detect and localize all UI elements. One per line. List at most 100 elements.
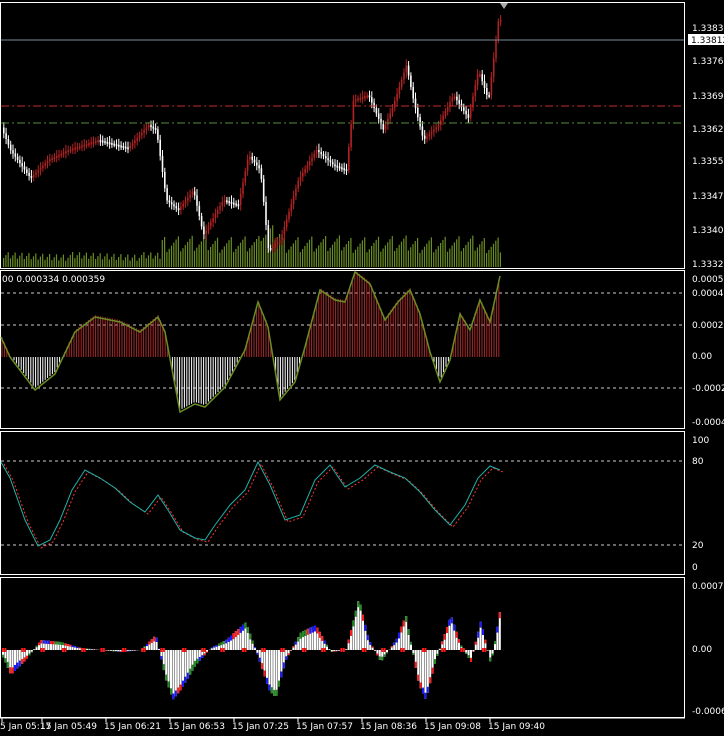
volume-bar <box>472 235 474 267</box>
momentum-histogram-panel[interactable]: 0.0007 0.00 -0.0006 <box>0 577 724 718</box>
candle-body <box>414 98 417 108</box>
histogram-bar <box>309 627 312 650</box>
histogram-bar <box>158 648 160 650</box>
candle-body <box>5 133 7 139</box>
histogram-zero-mark <box>122 648 124 652</box>
histogram-bar <box>230 635 232 650</box>
stochastic-panel[interactable]: 100 80 20 0 <box>0 431 710 575</box>
volume-bar <box>60 257 62 267</box>
candle-body <box>72 148 74 151</box>
volume-bar <box>92 252 94 267</box>
volume-bar <box>168 248 170 267</box>
histogram-bar <box>395 638 398 650</box>
histogram-bar <box>126 650 129 652</box>
histogram-bar-cap <box>160 656 163 660</box>
candle-body <box>19 159 21 164</box>
histogram-bar <box>434 650 436 664</box>
volume-bar <box>488 249 490 267</box>
histogram-bar <box>148 641 151 650</box>
volume-bar <box>481 241 483 267</box>
histogram-bar-cap <box>482 629 484 635</box>
histogram-bar <box>71 645 74 650</box>
candle-body <box>173 204 175 207</box>
volume-bar <box>49 254 51 267</box>
histogram-bar-cap <box>498 612 501 619</box>
candle-body <box>193 191 196 196</box>
histogram-bar-cap <box>467 655 470 658</box>
candle-body <box>361 96 364 99</box>
candle-body <box>276 242 279 245</box>
histogram-bar-cap <box>191 664 194 671</box>
volume-bar <box>253 242 255 267</box>
histogram-bar <box>146 644 148 650</box>
candle-body <box>442 115 444 121</box>
histogram-bar-cap <box>443 634 446 640</box>
volume-bar <box>141 255 143 267</box>
osma-tick: 0.00 <box>692 352 712 362</box>
candle-body <box>359 97 362 100</box>
candle-body <box>154 128 157 130</box>
candle-body <box>157 129 159 140</box>
histogram-bar <box>280 650 283 678</box>
histogram-bar-cap <box>42 640 45 644</box>
histogram-zero-mark <box>83 648 86 652</box>
histogram-bar-cap <box>64 643 67 646</box>
histogram-bar-cap <box>69 644 72 647</box>
candle-body <box>90 142 92 145</box>
histogram-bar <box>390 646 393 650</box>
histogram-bar <box>201 650 204 658</box>
volume-bar <box>366 252 368 267</box>
histogram-bar <box>23 650 26 662</box>
volume-bar <box>65 260 67 267</box>
histogram-bar <box>484 639 487 650</box>
candle-body <box>16 156 19 160</box>
histogram-bar-cap <box>148 641 151 645</box>
volume-bar <box>433 252 435 267</box>
histogram-bar <box>369 642 372 650</box>
histogram-bar-cap <box>203 653 206 656</box>
histogram-bar-cap <box>251 640 254 644</box>
histogram-bar <box>88 648 91 650</box>
histogram-zero-mark <box>321 648 324 652</box>
histogram-bar-cap <box>213 646 216 648</box>
volume-bar <box>396 247 398 267</box>
volume-bar <box>12 255 14 267</box>
volume-bar <box>258 235 260 267</box>
candle-body <box>122 146 125 149</box>
candle-body <box>269 248 272 250</box>
volume-bar <box>318 245 320 267</box>
volume-bar <box>32 256 35 267</box>
histogram-bar-cap <box>270 687 273 694</box>
volume-bar <box>338 235 340 267</box>
candle-body <box>389 113 391 119</box>
osma-panel[interactable]: 00 0.000334 0.000359 0.00053 0.0004 0.00… <box>0 270 724 429</box>
price-panel[interactable]: 1.33835 1.33765 1.33690 1.33620 1.33550 … <box>0 2 724 271</box>
histogram-bar <box>450 617 453 650</box>
histogram-bar-cap <box>362 614 364 621</box>
arrow-down-icon[interactable] <box>500 3 508 9</box>
histogram-bar <box>261 650 264 670</box>
volume-bar <box>306 242 308 267</box>
volume-bar <box>14 252 16 267</box>
candle-body <box>476 74 479 86</box>
candle-body <box>463 107 465 111</box>
histogram-bar <box>412 650 415 655</box>
volume-bar <box>170 245 173 267</box>
volume-bar <box>343 247 345 267</box>
candle-body <box>9 144 12 151</box>
histogram-bar-cap <box>26 655 28 659</box>
histogram-bar-cap <box>474 641 477 645</box>
histogram-bar-cap <box>11 667 14 674</box>
histogram-bar <box>47 640 50 650</box>
candle-body <box>166 188 168 201</box>
volume-bar <box>99 253 101 267</box>
histogram-bar <box>323 640 326 650</box>
histogram-bar-cap <box>57 641 60 645</box>
histogram-bar <box>333 650 336 652</box>
volume-bar <box>440 243 442 267</box>
candle-body <box>279 240 281 243</box>
histogram-bar <box>443 634 446 650</box>
volume-bar <box>331 244 334 267</box>
histogram-zero-mark <box>141 648 144 652</box>
